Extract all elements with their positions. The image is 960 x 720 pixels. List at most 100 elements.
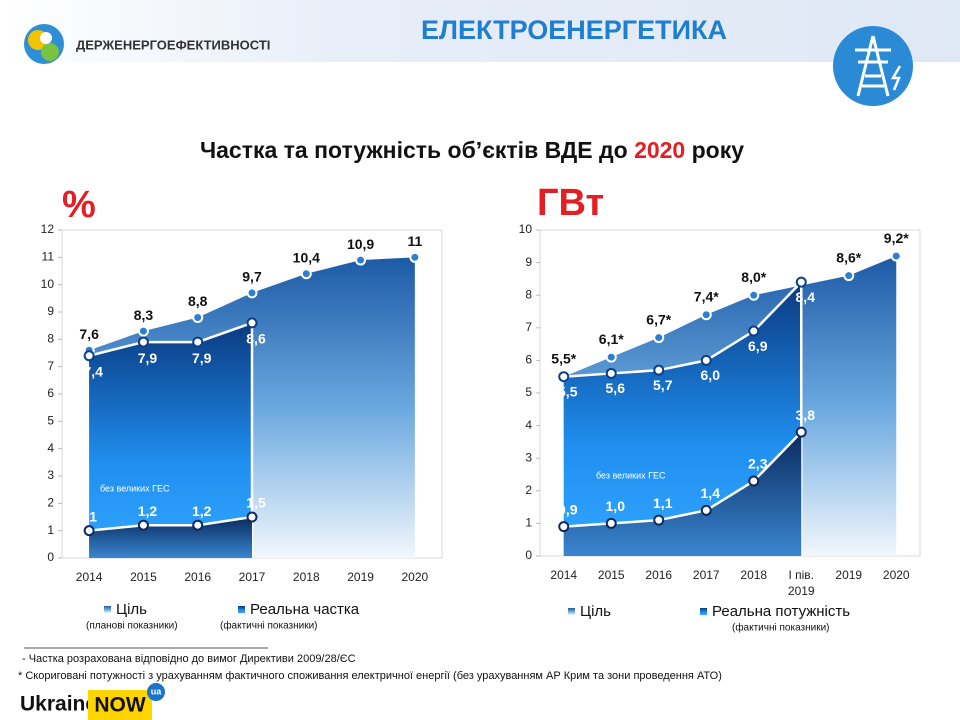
y-tick-label: 6 xyxy=(47,386,54,400)
brand-box xyxy=(88,690,152,720)
real-marker xyxy=(795,276,807,288)
value-label: 8,0* xyxy=(741,269,766,285)
y-tick-label: 4 xyxy=(47,441,54,455)
value-label: 1,5 xyxy=(246,495,266,511)
real-line xyxy=(563,281,803,378)
base-marker xyxy=(137,519,149,531)
value-label: 10,4 xyxy=(293,249,320,265)
target-marker xyxy=(246,287,258,299)
value-label: 8,3 xyxy=(134,307,154,323)
value-label: 8,4 xyxy=(796,289,816,305)
main-title: Частка та потужність об’єктів ВДЕ до 202… xyxy=(200,137,744,163)
base-marker xyxy=(653,514,665,526)
value-label: 8,6 xyxy=(246,331,266,347)
brand-badge xyxy=(147,683,165,701)
legend-label: Реальна потужність xyxy=(712,603,850,620)
base-marker xyxy=(83,525,95,537)
real-marker xyxy=(700,354,712,366)
target-marker xyxy=(890,250,902,262)
value-label: 7,6 xyxy=(79,326,99,342)
y-tick-label: 11 xyxy=(42,250,55,264)
legend-label: Реальна частка xyxy=(250,601,360,618)
y-tick-label: 7 xyxy=(47,359,54,373)
base-marker xyxy=(605,517,617,529)
value-label: 7,4 xyxy=(83,363,103,379)
title-text: Частка та потужність об’єктів ВДЕ до xyxy=(200,137,634,163)
real-line xyxy=(88,321,253,357)
legend-swatch xyxy=(568,608,575,615)
value-label: 8,8 xyxy=(188,293,208,309)
real-marker xyxy=(558,371,570,383)
y-tick-label: 5 xyxy=(47,414,54,428)
agency-logo xyxy=(24,24,64,64)
y-tick-label: 12 xyxy=(41,222,55,236)
title-year: 2020 xyxy=(634,137,685,163)
real-marker xyxy=(653,364,665,376)
real-area xyxy=(89,322,253,558)
x-tick-label: 2014 xyxy=(76,570,103,584)
base-marker xyxy=(748,475,760,487)
value-label: 1,2 xyxy=(192,503,212,519)
annotation: без великих ГЕС xyxy=(100,483,170,493)
value-label: 0,9 xyxy=(558,501,578,517)
legend-note: (фактичні показники) xyxy=(732,622,830,634)
y-tick-label: 3 xyxy=(47,468,54,482)
areas xyxy=(89,257,415,558)
x-tick-label: 2016 xyxy=(645,568,672,582)
x-tick-label: I пів. 2019 xyxy=(788,568,815,598)
target-marker xyxy=(748,289,760,301)
brand-badge-text: ua xyxy=(151,686,162,696)
real-marker xyxy=(192,336,204,348)
y-tick-label: 8 xyxy=(525,287,532,301)
target-marker xyxy=(355,254,367,266)
x-tick-label: 2015 xyxy=(598,568,625,582)
x-tick-label: 2015 xyxy=(130,570,157,584)
base-marker xyxy=(558,521,570,533)
header-band xyxy=(0,0,960,62)
value-label: 5,6 xyxy=(606,380,626,396)
value-label: 5,5 xyxy=(558,383,578,399)
legend-swatch xyxy=(238,606,245,613)
legend-note: (планові показники) xyxy=(86,621,178,632)
value-label: 6,0 xyxy=(701,367,721,383)
power-icon xyxy=(833,26,913,106)
x-tick-label: 2019 xyxy=(835,568,862,582)
markers: 7,6 8,3 8,8 9,7 10,4 10,9 11 7,4 7,9 7,9 8,6 1 1,2 1,… xyxy=(79,233,422,537)
value-label: 1,4 xyxy=(701,485,721,501)
target-marker xyxy=(653,332,665,344)
y-tick-label: 2 xyxy=(525,483,532,497)
x-tick-label: 2020 xyxy=(883,568,910,582)
value-label: 1 xyxy=(89,508,97,524)
value-label: 11 xyxy=(407,233,422,249)
x-tick-label: 2014 xyxy=(550,568,577,582)
x-tick-label: 2017 xyxy=(239,570,266,584)
x-tick-label: 2017 xyxy=(693,568,720,582)
y-tick-label: 9 xyxy=(47,304,54,318)
base-line xyxy=(563,431,803,528)
legend-note: (фактичні показники) xyxy=(220,620,318,632)
target-marker xyxy=(843,270,855,282)
value-label: 8,6* xyxy=(836,249,861,265)
base-area xyxy=(563,432,802,556)
brand-name: Ukraine xyxy=(20,693,97,716)
real-marker xyxy=(137,336,149,348)
real-marker xyxy=(83,350,95,362)
target-marker xyxy=(300,268,312,280)
value-label: 7,9 xyxy=(192,350,212,366)
y-tick-label: 10 xyxy=(41,277,55,291)
footnote: * Скориговані потужності з урахуванням ф… xyxy=(18,670,722,682)
value-label: 1,1 xyxy=(653,495,673,511)
legend-swatch xyxy=(700,608,707,615)
unit-label: ГВт xyxy=(537,182,604,224)
target-marker xyxy=(409,251,421,263)
value-label: 7,4* xyxy=(694,288,719,304)
value-label: 5,7 xyxy=(653,377,673,393)
agency-name: ДЕРЖЕНЕРГОЕФЕКТИВНОСТІ xyxy=(76,37,270,52)
y-tick-label: 4 xyxy=(525,418,532,432)
y-tick-label: 1 xyxy=(525,516,532,530)
y-tick-label: 1 xyxy=(47,523,54,537)
title-text: року xyxy=(685,137,744,163)
value-label: 6,9 xyxy=(748,338,768,354)
footnote: - Частка розрахована відповідно до вимог… xyxy=(22,653,356,665)
base-marker xyxy=(246,511,258,523)
